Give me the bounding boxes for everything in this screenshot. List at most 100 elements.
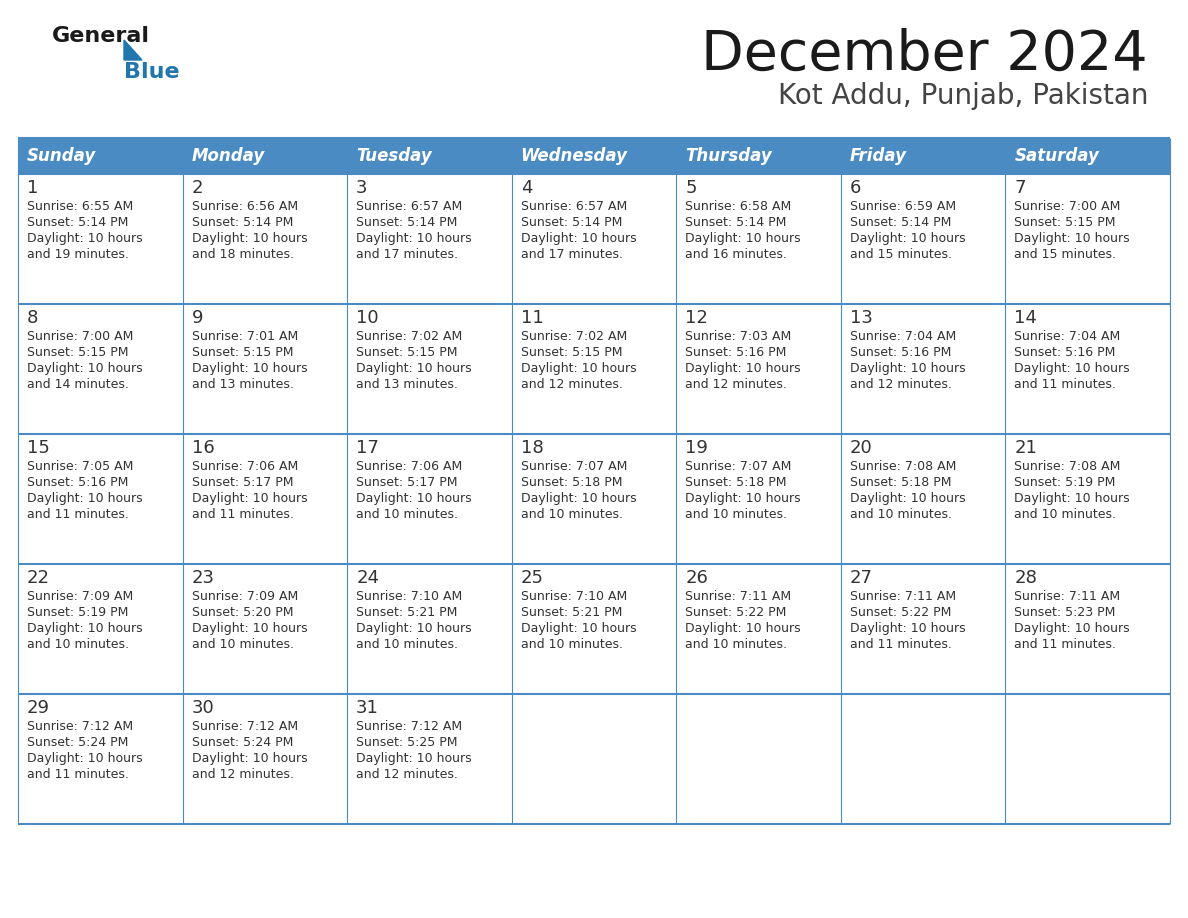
- Text: and 17 minutes.: and 17 minutes.: [520, 248, 623, 261]
- Text: Sunrise: 6:59 AM: Sunrise: 6:59 AM: [849, 200, 956, 213]
- Text: Daylight: 10 hours: Daylight: 10 hours: [1015, 232, 1130, 245]
- Text: Sunrise: 7:11 AM: Sunrise: 7:11 AM: [1015, 590, 1120, 603]
- Text: Sunset: 5:14 PM: Sunset: 5:14 PM: [520, 216, 623, 229]
- Text: 22: 22: [27, 569, 50, 587]
- Bar: [676, 138, 841, 174]
- Bar: [18, 434, 183, 564]
- Text: and 10 minutes.: and 10 minutes.: [1015, 508, 1117, 521]
- Text: and 10 minutes.: and 10 minutes.: [685, 638, 788, 651]
- Text: and 10 minutes.: and 10 minutes.: [356, 638, 459, 651]
- Text: Saturday: Saturday: [1015, 147, 1099, 165]
- Text: and 11 minutes.: and 11 minutes.: [1015, 638, 1117, 651]
- Text: Daylight: 10 hours: Daylight: 10 hours: [520, 622, 637, 635]
- Bar: [841, 174, 1005, 304]
- Polygon shape: [124, 40, 143, 60]
- Text: and 13 minutes.: and 13 minutes.: [356, 378, 459, 391]
- Text: and 19 minutes.: and 19 minutes.: [27, 248, 128, 261]
- Text: and 11 minutes.: and 11 minutes.: [27, 508, 128, 521]
- Bar: [183, 694, 347, 824]
- Text: and 10 minutes.: and 10 minutes.: [191, 638, 293, 651]
- Bar: [676, 304, 841, 434]
- Text: and 18 minutes.: and 18 minutes.: [191, 248, 293, 261]
- Text: 25: 25: [520, 569, 544, 587]
- Bar: [841, 564, 1005, 694]
- Bar: [347, 138, 512, 174]
- Bar: [347, 564, 512, 694]
- Text: 12: 12: [685, 309, 708, 327]
- Text: Sunrise: 7:11 AM: Sunrise: 7:11 AM: [849, 590, 956, 603]
- Text: 14: 14: [1015, 309, 1037, 327]
- Text: Sunset: 5:14 PM: Sunset: 5:14 PM: [191, 216, 293, 229]
- Text: Sunset: 5:15 PM: Sunset: 5:15 PM: [27, 346, 128, 359]
- Text: and 10 minutes.: and 10 minutes.: [849, 508, 952, 521]
- Text: 29: 29: [27, 699, 50, 717]
- Text: December 2024: December 2024: [701, 28, 1148, 82]
- Text: and 10 minutes.: and 10 minutes.: [356, 508, 459, 521]
- Text: Daylight: 10 hours: Daylight: 10 hours: [685, 232, 801, 245]
- Bar: [18, 694, 183, 824]
- Text: 26: 26: [685, 569, 708, 587]
- Text: Daylight: 10 hours: Daylight: 10 hours: [1015, 622, 1130, 635]
- Text: Sunset: 5:14 PM: Sunset: 5:14 PM: [356, 216, 457, 229]
- Text: 4: 4: [520, 179, 532, 197]
- Bar: [347, 174, 512, 304]
- Text: 13: 13: [849, 309, 873, 327]
- Bar: [676, 174, 841, 304]
- Bar: [347, 694, 512, 824]
- Text: Sunrise: 7:10 AM: Sunrise: 7:10 AM: [520, 590, 627, 603]
- Text: Sunset: 5:19 PM: Sunset: 5:19 PM: [1015, 476, 1116, 489]
- Text: Sunrise: 7:02 AM: Sunrise: 7:02 AM: [356, 330, 462, 343]
- Text: and 11 minutes.: and 11 minutes.: [27, 768, 128, 781]
- Text: Sunset: 5:15 PM: Sunset: 5:15 PM: [1015, 216, 1116, 229]
- Text: and 11 minutes.: and 11 minutes.: [1015, 378, 1117, 391]
- Text: 9: 9: [191, 309, 203, 327]
- Text: Sunrise: 7:10 AM: Sunrise: 7:10 AM: [356, 590, 462, 603]
- Text: Daylight: 10 hours: Daylight: 10 hours: [520, 232, 637, 245]
- Text: 21: 21: [1015, 439, 1037, 457]
- Bar: [676, 564, 841, 694]
- Text: 28: 28: [1015, 569, 1037, 587]
- Bar: [676, 694, 841, 824]
- Text: Sunset: 5:24 PM: Sunset: 5:24 PM: [191, 736, 293, 749]
- Text: Daylight: 10 hours: Daylight: 10 hours: [849, 622, 966, 635]
- Text: Sunset: 5:16 PM: Sunset: 5:16 PM: [685, 346, 786, 359]
- Bar: [347, 434, 512, 564]
- Text: Sunrise: 6:56 AM: Sunrise: 6:56 AM: [191, 200, 298, 213]
- Text: and 15 minutes.: and 15 minutes.: [849, 248, 952, 261]
- Text: Daylight: 10 hours: Daylight: 10 hours: [849, 232, 966, 245]
- Text: Daylight: 10 hours: Daylight: 10 hours: [849, 492, 966, 505]
- Text: Sunrise: 7:09 AM: Sunrise: 7:09 AM: [27, 590, 133, 603]
- Text: Sunset: 5:21 PM: Sunset: 5:21 PM: [356, 606, 457, 619]
- Bar: [183, 304, 347, 434]
- Text: and 16 minutes.: and 16 minutes.: [685, 248, 788, 261]
- Text: Sunset: 5:22 PM: Sunset: 5:22 PM: [685, 606, 786, 619]
- Text: and 11 minutes.: and 11 minutes.: [849, 638, 952, 651]
- Text: Sunset: 5:16 PM: Sunset: 5:16 PM: [1015, 346, 1116, 359]
- Text: 20: 20: [849, 439, 873, 457]
- Text: and 10 minutes.: and 10 minutes.: [27, 638, 129, 651]
- Text: Sunrise: 7:08 AM: Sunrise: 7:08 AM: [849, 460, 956, 473]
- Text: Sunrise: 7:00 AM: Sunrise: 7:00 AM: [27, 330, 133, 343]
- Text: Daylight: 10 hours: Daylight: 10 hours: [1015, 362, 1130, 375]
- Text: Sunrise: 7:09 AM: Sunrise: 7:09 AM: [191, 590, 298, 603]
- Bar: [18, 564, 183, 694]
- Text: Daylight: 10 hours: Daylight: 10 hours: [27, 232, 143, 245]
- Bar: [512, 694, 676, 824]
- Bar: [512, 564, 676, 694]
- Text: 19: 19: [685, 439, 708, 457]
- Text: and 10 minutes.: and 10 minutes.: [520, 638, 623, 651]
- Text: Sunset: 5:15 PM: Sunset: 5:15 PM: [356, 346, 457, 359]
- Bar: [18, 304, 183, 434]
- Bar: [183, 138, 347, 174]
- Text: and 12 minutes.: and 12 minutes.: [849, 378, 952, 391]
- Text: Daylight: 10 hours: Daylight: 10 hours: [520, 492, 637, 505]
- Text: Wednesday: Wednesday: [520, 147, 627, 165]
- Text: 24: 24: [356, 569, 379, 587]
- Bar: [841, 694, 1005, 824]
- Text: Sunset: 5:15 PM: Sunset: 5:15 PM: [520, 346, 623, 359]
- Text: and 17 minutes.: and 17 minutes.: [356, 248, 459, 261]
- Text: Friday: Friday: [849, 147, 906, 165]
- Text: and 12 minutes.: and 12 minutes.: [520, 378, 623, 391]
- Text: Sunset: 5:18 PM: Sunset: 5:18 PM: [849, 476, 952, 489]
- Text: Tuesday: Tuesday: [356, 147, 432, 165]
